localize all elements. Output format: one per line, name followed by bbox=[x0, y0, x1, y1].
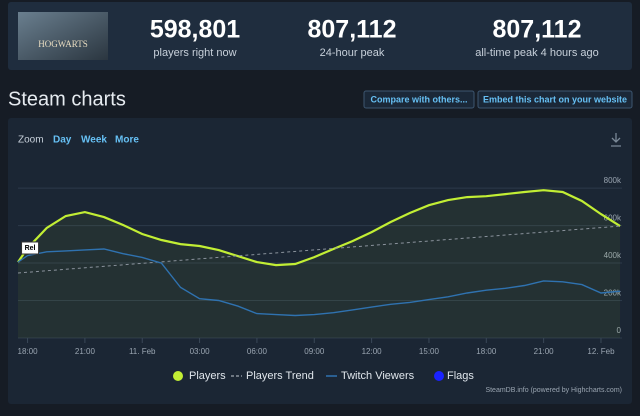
chart-panel bbox=[8, 118, 632, 404]
y-tick-label: 800k bbox=[604, 176, 622, 185]
stat-label: players right now bbox=[153, 47, 236, 59]
legend-label: Flags bbox=[447, 370, 474, 382]
compare-button[interactable] bbox=[363, 90, 475, 109]
legend-label: Players Trend bbox=[246, 370, 314, 382]
stat-value: 598,801 bbox=[150, 16, 240, 44]
embed-button-text[interactable]: Embed this chart on your website bbox=[483, 94, 627, 104]
flag bbox=[21, 241, 40, 255]
series-line bbox=[17, 248, 621, 317]
zoom-week[interactable]: Week bbox=[81, 135, 107, 146]
x-tick-label: 03:00 bbox=[190, 347, 211, 356]
credit: SteamDB.info (powered by Highcharts.com) bbox=[485, 387, 622, 394]
x-tick-label: 18:00 bbox=[18, 347, 39, 356]
x-tick-label: 11. Feb bbox=[129, 347, 156, 356]
flag-label: Rel bbox=[25, 245, 36, 252]
compare-button-text[interactable]: Compare with others... bbox=[370, 94, 467, 104]
game-logo bbox=[18, 12, 108, 60]
legend-label: Twitch Viewers bbox=[341, 370, 415, 382]
section-title: Steam charts bbox=[8, 88, 126, 110]
x-tick-label: 06:00 bbox=[247, 347, 268, 356]
y-tick-label: 400k bbox=[604, 251, 622, 260]
zoom-day[interactable]: Day bbox=[53, 135, 72, 146]
legend-marker bbox=[434, 371, 444, 381]
logo-text: HOGWARTS bbox=[38, 39, 87, 49]
stat-label: 24-hour peak bbox=[320, 47, 385, 59]
embed-button[interactable] bbox=[477, 90, 633, 109]
zoom-label: Zoom bbox=[18, 135, 44, 146]
stats-panel bbox=[8, 2, 632, 70]
download-icon[interactable] bbox=[611, 133, 621, 147]
legend-label: Players bbox=[189, 370, 226, 382]
x-tick-label: 12. Feb bbox=[587, 347, 615, 356]
series-line bbox=[17, 189, 621, 267]
y-tick-label: 200k bbox=[604, 289, 622, 298]
y-tick-label: 600k bbox=[604, 214, 622, 223]
series-line bbox=[17, 225, 621, 274]
stat-label: all-time peak 4 hours ago bbox=[475, 47, 599, 59]
stat-value: 807,112 bbox=[493, 16, 582, 44]
stat-value: 807,112 bbox=[308, 16, 397, 44]
x-tick-label: 15:00 bbox=[419, 347, 440, 356]
x-tick-label: 21:00 bbox=[75, 347, 96, 356]
x-tick-label: 18:00 bbox=[476, 347, 497, 356]
plot: 0 200k 400k 600k 800k 18:00 21:00 11. Feb 03:00 0… bbox=[17, 176, 622, 382]
players-area bbox=[18, 190, 621, 338]
legend-marker bbox=[173, 371, 183, 381]
zoom-more[interactable]: More bbox=[115, 135, 139, 146]
x-tick-label: 21:00 bbox=[534, 347, 555, 356]
y-tick-label: 0 bbox=[617, 326, 622, 335]
x-tick-label: 12:00 bbox=[362, 347, 383, 356]
x-tick-label: 09:00 bbox=[304, 347, 325, 356]
